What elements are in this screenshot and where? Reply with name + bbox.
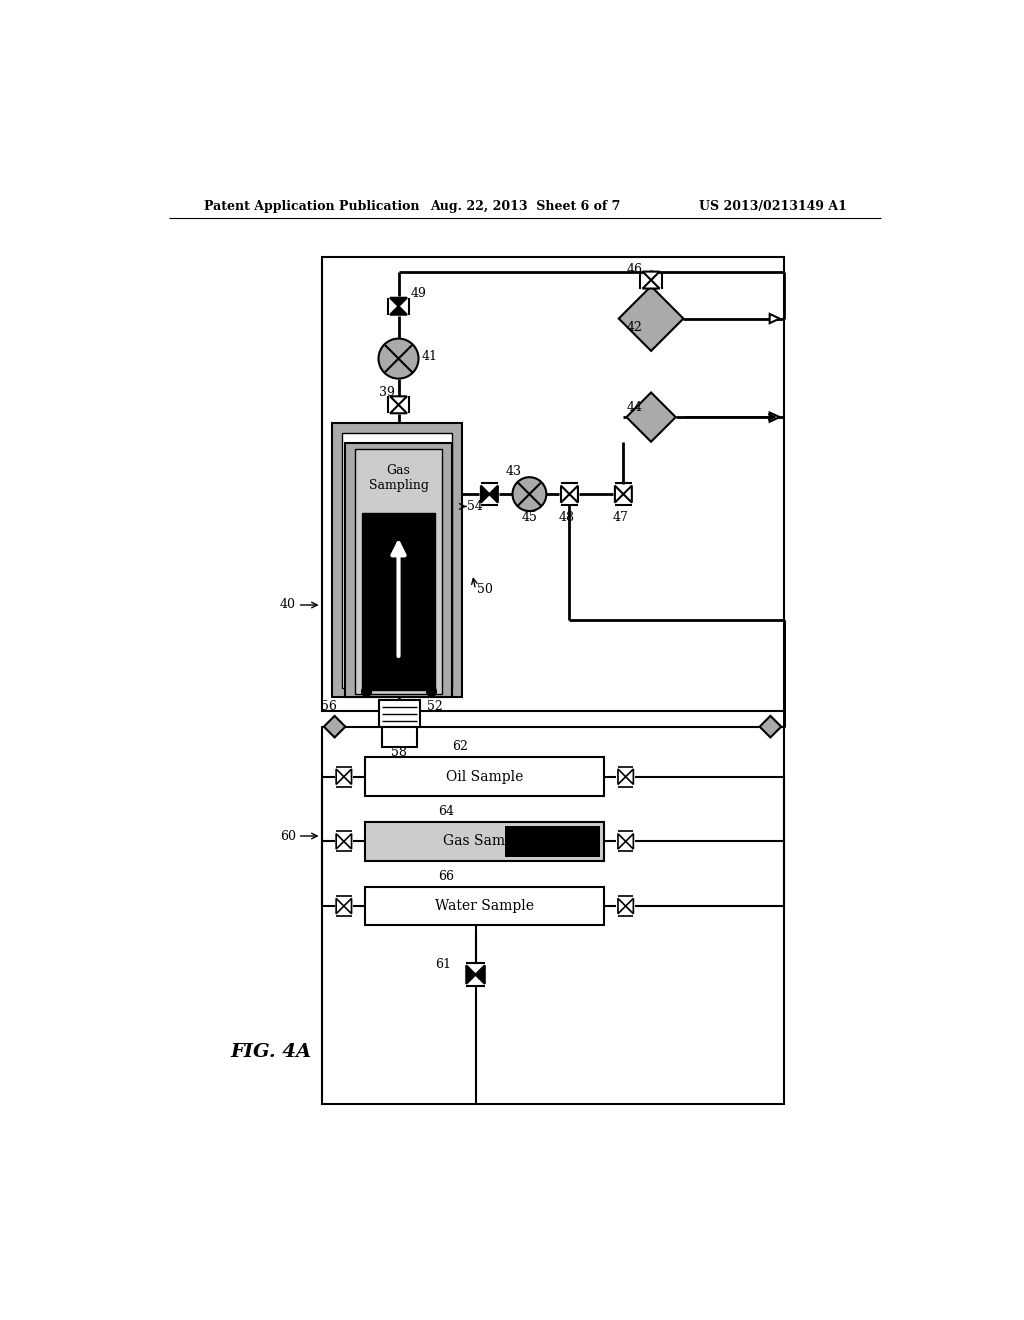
Bar [333,424,462,697]
Text: Water Sample: Water Sample [435,899,535,913]
Polygon shape [624,486,632,503]
Text: 48: 48 [559,511,574,524]
Polygon shape [617,899,626,913]
Polygon shape [618,286,683,351]
Polygon shape [481,486,489,503]
Text: 56: 56 [322,700,337,713]
Polygon shape [344,770,351,784]
Polygon shape [643,272,659,280]
Text: 42: 42 [627,321,642,334]
Bar [361,512,435,689]
Text: 62: 62 [453,741,468,754]
Polygon shape [324,715,345,738]
Text: 49: 49 [411,288,427,301]
Polygon shape [561,486,569,503]
Text: 47: 47 [612,511,629,524]
Polygon shape [336,899,344,913]
Polygon shape [390,298,407,306]
Text: 43: 43 [506,465,521,478]
Text: 45: 45 [521,511,538,524]
Text: 39: 39 [379,385,395,399]
Text: Gas Sample: Gas Sample [443,834,526,849]
Polygon shape [643,280,659,289]
Bar [322,726,783,1104]
Text: 52: 52 [427,700,442,713]
Polygon shape [626,899,634,913]
Text: US 2013/0213149 A1: US 2013/0213149 A1 [698,199,847,213]
Polygon shape [627,392,676,442]
Circle shape [379,339,419,379]
Bar [382,727,417,747]
Bar [505,826,600,857]
Text: 60: 60 [281,829,296,842]
Text: Patent Application Publication: Patent Application Publication [204,199,419,213]
Polygon shape [390,405,407,413]
Polygon shape [344,899,351,913]
Bar [342,433,453,688]
Bar [366,758,604,796]
Text: 50: 50 [477,583,493,597]
Text: 58: 58 [390,746,407,759]
Polygon shape [489,486,498,503]
Polygon shape [614,486,624,503]
Text: 41: 41 [422,350,437,363]
Text: FIG. 4A: FIG. 4A [230,1043,311,1060]
Text: 46: 46 [627,263,642,276]
Text: Gas
Sampling: Gas Sampling [369,463,428,492]
Text: 44: 44 [627,400,642,413]
Bar [355,449,441,694]
Polygon shape [770,314,779,323]
Polygon shape [626,770,634,784]
Polygon shape [390,396,407,405]
Bar [322,257,783,711]
Polygon shape [475,965,484,983]
Bar [379,701,420,727]
Text: 40: 40 [281,598,296,611]
Polygon shape [626,834,634,849]
Polygon shape [390,306,407,314]
Polygon shape [760,715,781,738]
Text: 64: 64 [438,805,455,818]
Bar [345,444,453,697]
Polygon shape [617,834,626,849]
Polygon shape [344,834,351,849]
Polygon shape [336,770,344,784]
Polygon shape [466,965,475,983]
Polygon shape [617,770,626,784]
Text: Aug. 22, 2013  Sheet 6 of 7: Aug. 22, 2013 Sheet 6 of 7 [430,199,620,213]
Bar [366,822,604,861]
Polygon shape [770,412,779,422]
Circle shape [512,478,547,511]
Text: 66: 66 [438,870,455,883]
Polygon shape [569,486,578,503]
Text: 61: 61 [435,958,452,972]
Polygon shape [336,834,344,849]
Text: Oil Sample: Oil Sample [446,770,523,784]
Bar [366,887,604,925]
Text: 54: 54 [467,500,483,513]
